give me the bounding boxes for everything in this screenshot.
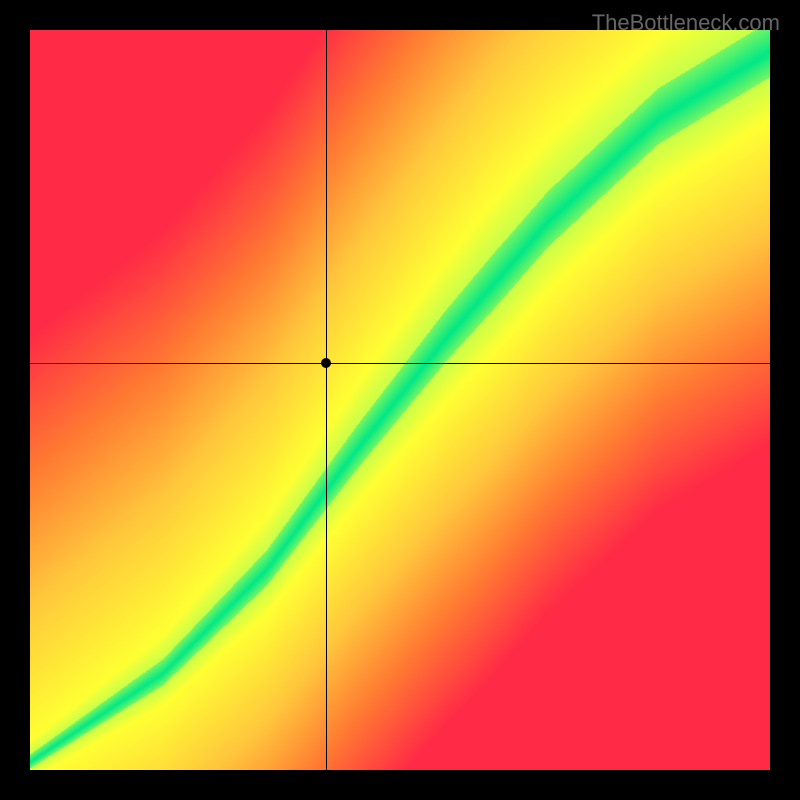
- marker-point: [321, 358, 331, 368]
- heatmap-plot: [30, 30, 770, 770]
- watermark-text: TheBottleneck.com: [592, 10, 780, 36]
- heatmap-canvas: [30, 30, 770, 770]
- crosshair-vertical: [326, 30, 327, 770]
- crosshair-horizontal: [30, 363, 770, 364]
